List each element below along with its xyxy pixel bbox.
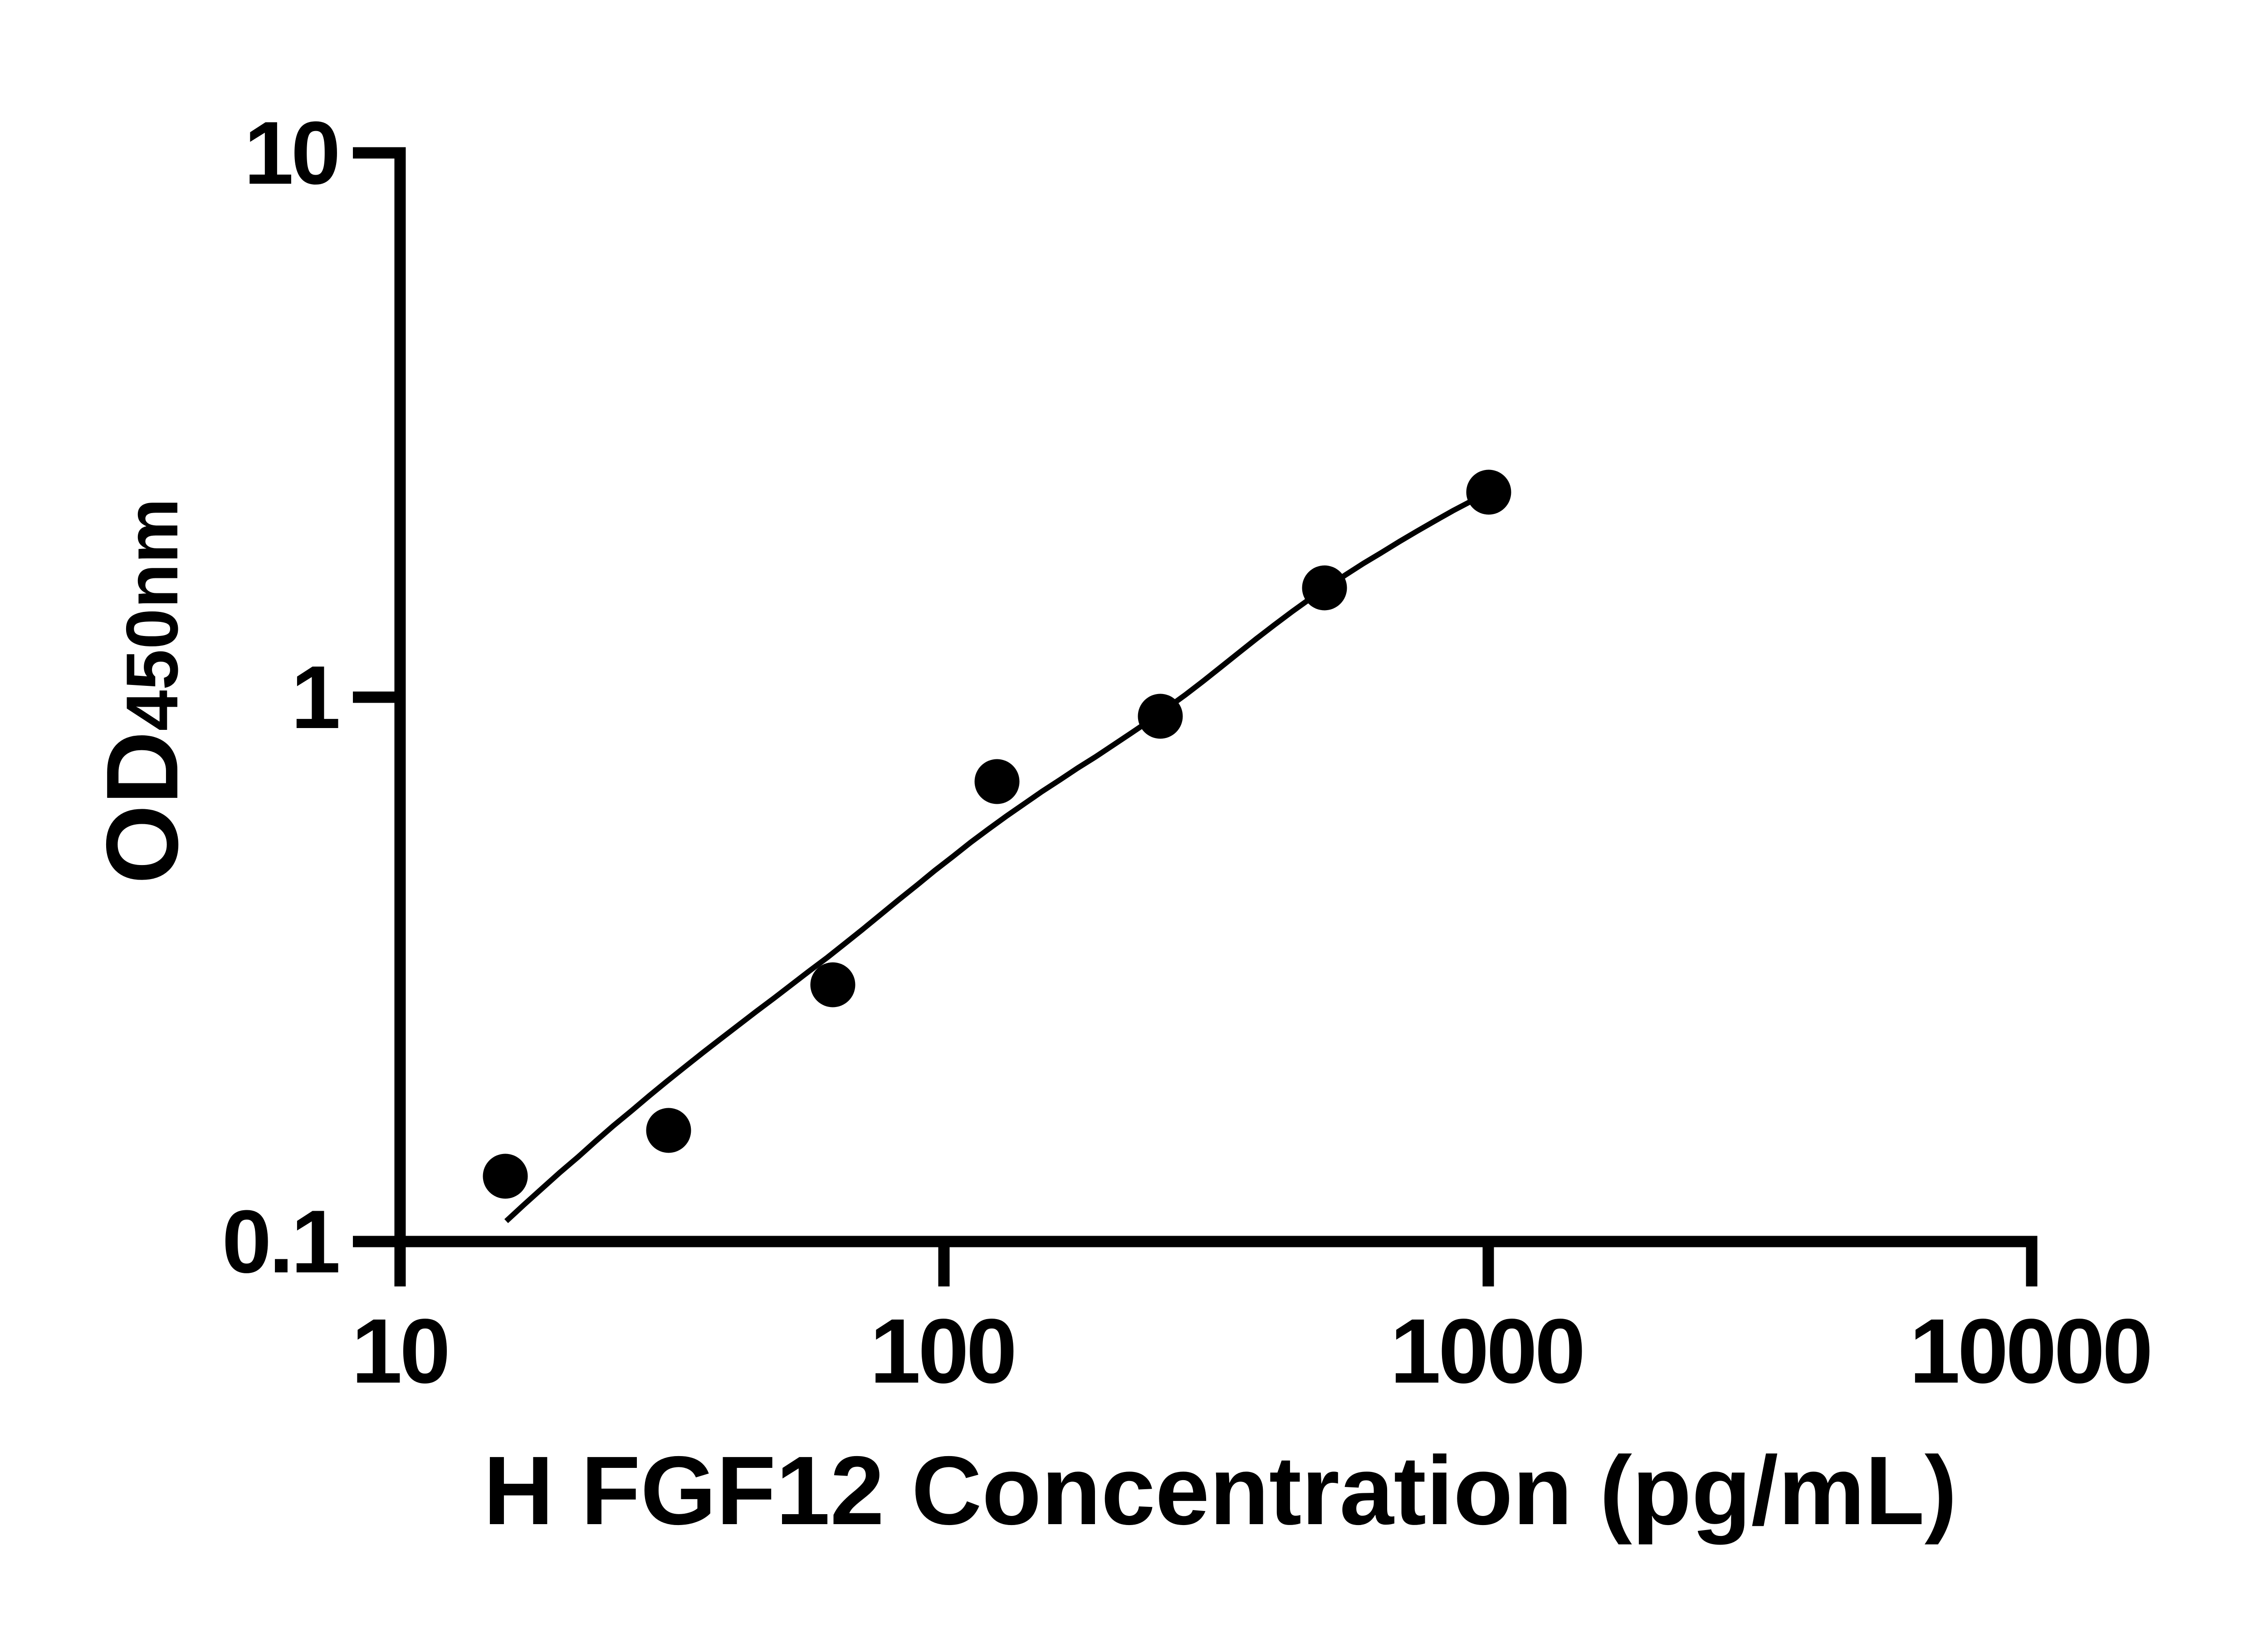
svg-text:0.1: 0.1 (222, 1192, 338, 1291)
svg-text:10: 10 (244, 103, 338, 203)
svg-text:10: 10 (352, 1300, 448, 1402)
svg-text:10000: 10000 (1909, 1300, 2151, 1402)
svg-text:H FGF12 Concentration (pg/mL): H FGF12 Concentration (pg/mL) (484, 1436, 1957, 1545)
svg-text:1000: 1000 (1390, 1300, 1583, 1402)
svg-text:1: 1 (291, 647, 338, 747)
svg-text:100: 100 (870, 1300, 1014, 1402)
